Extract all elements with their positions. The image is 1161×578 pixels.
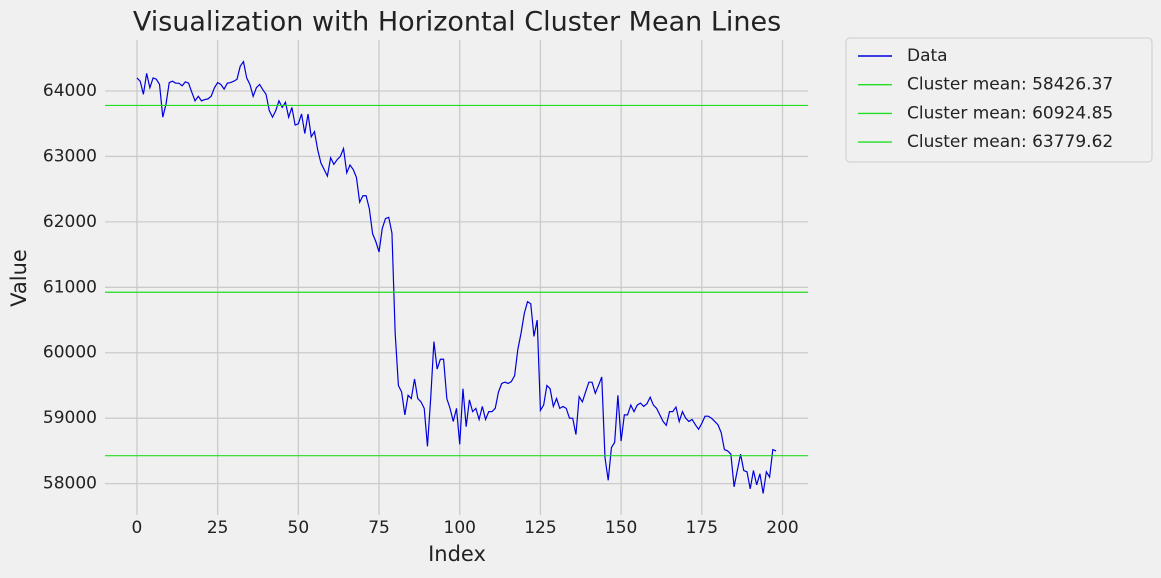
x-tick-label: 50 xyxy=(288,518,310,538)
data-line xyxy=(136,60,777,494)
legend-label: Cluster mean: 58426.37 xyxy=(907,75,1113,95)
y-tick-label: 62000 xyxy=(43,212,97,232)
x-tick-label: 175 xyxy=(686,518,718,538)
chart-title: Visualization with Horizontal Cluster Me… xyxy=(133,7,781,38)
x-tick-label: 150 xyxy=(605,518,637,538)
y-tick-label: 59000 xyxy=(43,408,97,428)
x-tick-label: 125 xyxy=(524,518,556,538)
y-tick-label: 63000 xyxy=(43,146,97,166)
legend-label: Data xyxy=(907,46,948,66)
x-tick-label: 25 xyxy=(207,518,229,538)
y-tick-label: 58000 xyxy=(43,474,97,494)
y-tick-label: 64000 xyxy=(43,81,97,101)
legend-label: Cluster mean: 60924.85 xyxy=(907,103,1113,123)
x-axis-label: Index xyxy=(428,542,486,566)
y-tick-label: 60000 xyxy=(43,343,97,363)
x-tick-label: 75 xyxy=(368,518,390,538)
legend-box xyxy=(845,37,1153,163)
y-axis-label: Value xyxy=(7,249,31,307)
x-tick-label: 100 xyxy=(444,518,476,538)
x-tick-label: 200 xyxy=(766,518,798,538)
y-tick-label: 61000 xyxy=(43,277,97,297)
legend-label: Cluster mean: 63779.62 xyxy=(907,132,1113,152)
x-tick-label: 0 xyxy=(132,518,143,538)
